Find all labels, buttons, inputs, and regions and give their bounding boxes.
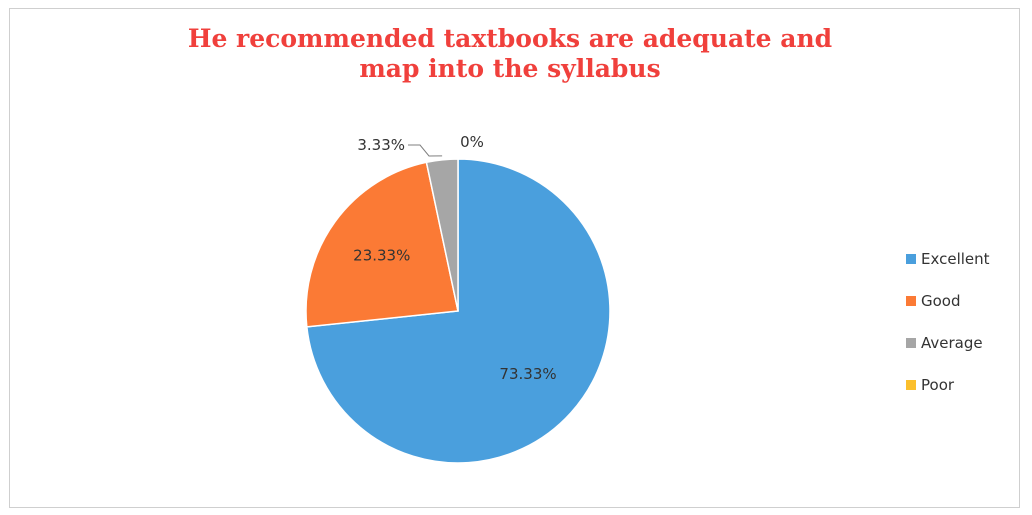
data-label-average: 3.33%: [357, 136, 405, 154]
data-label-poor: 0%: [460, 133, 484, 151]
legend-label-good: Good: [921, 292, 961, 310]
chart-title: He recommended taxtbooks are adequate an…: [187, 24, 833, 83]
legend-label-average: Average: [921, 334, 983, 352]
legend-item-average: Average: [906, 322, 990, 364]
pie-slice-average: [425, 158, 459, 312]
legend-swatch-good: [906, 296, 916, 306]
legend-item-excellent: Excellent: [906, 238, 990, 280]
legend-swatch-excellent: [906, 254, 916, 264]
data-label-good: 23.33%: [353, 247, 410, 265]
legend-swatch-poor: [906, 380, 916, 390]
legend-item-poor: Poor: [906, 364, 990, 406]
legend-label-excellent: Excellent: [921, 250, 990, 268]
legend-item-good: Good: [906, 280, 990, 322]
chart-legend: Excellent Good Average Poor: [906, 238, 990, 406]
legend-swatch-average: [906, 338, 916, 348]
leader-line-average: [408, 144, 443, 157]
legend-label-poor: Poor: [921, 376, 955, 394]
pie-slice-good: [305, 161, 459, 328]
data-label-excellent: 73.33%: [499, 365, 556, 383]
